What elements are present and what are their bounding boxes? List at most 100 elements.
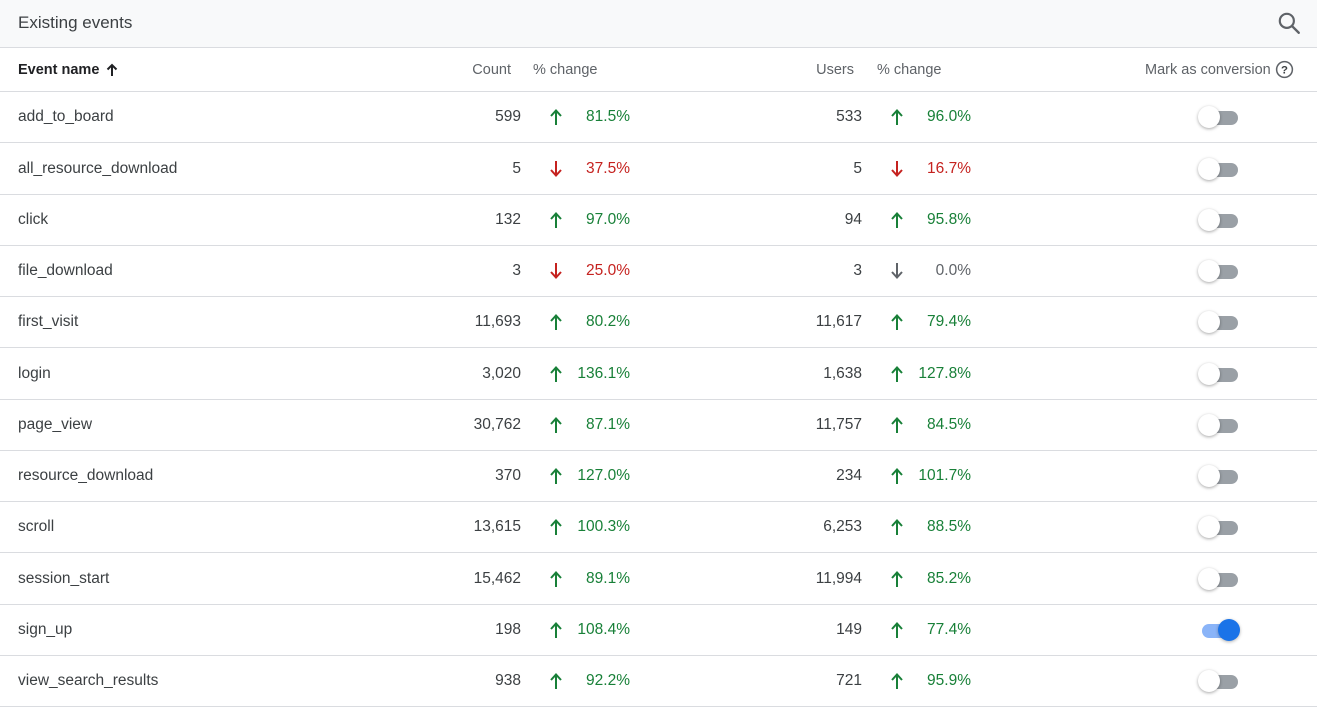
- event-count: 13,615: [473, 518, 521, 535]
- arrow-up-icon: [548, 451, 564, 501]
- count-change: 81.5%: [586, 108, 630, 125]
- count-change: 127.0%: [577, 467, 630, 484]
- mark-as-conversion-toggle[interactable]: [1198, 619, 1240, 641]
- table-row: first_visit 11,693 80.2% 11,617 79.4%: [0, 297, 1317, 348]
- event-name: click: [18, 211, 49, 228]
- column-header-event-name-label: Event name: [18, 61, 100, 78]
- toggle-knob: [1198, 209, 1220, 231]
- toggle-knob: [1198, 362, 1220, 385]
- card-title: Existing events: [18, 13, 133, 32]
- event-count: 11,693: [474, 313, 521, 330]
- event-count: 30,762: [473, 416, 521, 433]
- mark-as-conversion-toggle[interactable]: [1198, 311, 1240, 333]
- card-header: Existing events: [0, 0, 1317, 48]
- sort-ascending-icon[interactable]: [105, 63, 119, 77]
- conversion-toggle-cell: [1196, 656, 1242, 706]
- count-change: 136.1%: [577, 364, 630, 382]
- mark-as-conversion-toggle[interactable]: [1198, 157, 1240, 180]
- table-header: Event name Count % change Users % change…: [0, 48, 1317, 92]
- mark-as-conversion-toggle[interactable]: [1198, 106, 1240, 128]
- search-icon[interactable]: [1276, 10, 1302, 36]
- event-users: 3: [853, 262, 862, 279]
- conversion-toggle-cell: [1196, 451, 1242, 501]
- event-users: 6,253: [823, 518, 862, 535]
- column-header-users-change[interactable]: % change: [877, 61, 942, 78]
- event-name: add_to_board: [18, 108, 114, 125]
- event-count: 132: [495, 211, 521, 228]
- count-change: 92.2%: [586, 672, 630, 689]
- column-header-mark-as-conversion-label: Mark as conversion: [1145, 61, 1271, 78]
- arrow-up-icon: [889, 92, 905, 142]
- event-count: 5: [512, 159, 521, 177]
- users-change: 16.7%: [927, 159, 971, 177]
- event-count: 15,462: [473, 569, 521, 587]
- toggle-knob: [1198, 567, 1220, 590]
- event-name: page_view: [18, 416, 93, 433]
- count-change: 89.1%: [586, 569, 630, 587]
- mark-as-conversion-toggle[interactable]: [1198, 414, 1240, 436]
- event-count: 198: [495, 621, 521, 638]
- event-users: 11,757: [815, 416, 862, 433]
- mark-as-conversion-toggle[interactable]: [1198, 362, 1240, 385]
- arrow-up-icon: [548, 502, 564, 552]
- help-icon[interactable]: ?: [1275, 60, 1294, 79]
- mark-as-conversion-toggle[interactable]: [1198, 516, 1240, 538]
- arrow-up-icon: [889, 502, 905, 552]
- users-change: 0.0%: [935, 262, 971, 279]
- count-change: 97.0%: [586, 211, 630, 228]
- toggle-knob: [1198, 106, 1220, 128]
- conversion-toggle-cell: [1196, 605, 1242, 655]
- event-name: file_download: [18, 262, 113, 279]
- arrow-up-icon: [548, 553, 564, 604]
- arrow-up-icon: [548, 92, 564, 142]
- event-name: view_search_results: [18, 672, 159, 689]
- toggle-knob: [1198, 670, 1220, 692]
- toggle-knob: [1198, 465, 1220, 487]
- users-change: 95.9%: [927, 672, 971, 689]
- users-change: 79.4%: [927, 313, 971, 330]
- column-header-event-name[interactable]: Event name: [18, 48, 119, 91]
- arrow-up-icon: [889, 400, 905, 450]
- table-row: click 132 97.0% 94 95.8%: [0, 195, 1317, 246]
- users-change: 77.4%: [927, 621, 971, 638]
- arrow-up-icon: [889, 195, 905, 245]
- event-users: 533: [836, 108, 862, 125]
- users-change: 85.2%: [927, 569, 971, 587]
- conversion-toggle-cell: [1196, 297, 1242, 347]
- arrow-up-icon: [548, 605, 564, 655]
- event-users: 5: [853, 159, 862, 177]
- event-name: scroll: [18, 518, 55, 535]
- users-change: 88.5%: [927, 518, 971, 535]
- column-header-users[interactable]: Users: [816, 61, 854, 78]
- count-change: 80.2%: [586, 313, 630, 330]
- mark-as-conversion-toggle[interactable]: [1198, 670, 1240, 692]
- event-name: resource_download: [18, 467, 154, 484]
- mark-as-conversion-toggle[interactable]: [1198, 209, 1240, 231]
- conversion-toggle-cell: [1196, 553, 1242, 604]
- table-row: scroll 13,615 100.3% 6,253 88.5%: [0, 502, 1317, 553]
- users-change: 84.5%: [927, 416, 971, 433]
- table-row: login 3,020 136.1% 1,638 127.8%: [0, 348, 1317, 400]
- table-row: resource_download 370 127.0% 234 101.7%: [0, 451, 1317, 502]
- mark-as-conversion-toggle[interactable]: [1198, 465, 1240, 487]
- mark-as-conversion-toggle[interactable]: [1198, 567, 1240, 590]
- arrow-up-icon: [889, 605, 905, 655]
- event-users: 1,638: [823, 364, 862, 382]
- column-header-count-change[interactable]: % change: [533, 61, 598, 78]
- table-row: session_start 15,462 89.1% 11,994 85.2%: [0, 553, 1317, 605]
- arrow-up-icon: [548, 348, 564, 399]
- event-name: login: [18, 364, 51, 382]
- event-users: 11,617: [815, 313, 862, 330]
- toggle-knob: [1198, 516, 1220, 538]
- table-row: view_search_results 938 92.2% 721 95.9%: [0, 656, 1317, 707]
- arrow-up-icon: [889, 348, 905, 399]
- column-header-count[interactable]: Count: [472, 61, 511, 78]
- mark-as-conversion-toggle[interactable]: [1198, 260, 1240, 282]
- arrow-up-icon: [548, 400, 564, 450]
- event-users: 11,994: [815, 569, 862, 587]
- users-change: 127.8%: [918, 364, 971, 382]
- table-row: file_download 3 25.0% 3 0.0%: [0, 246, 1317, 297]
- conversion-toggle-cell: [1196, 92, 1242, 142]
- arrow-down-icon: [548, 246, 564, 296]
- event-count: 370: [495, 467, 521, 484]
